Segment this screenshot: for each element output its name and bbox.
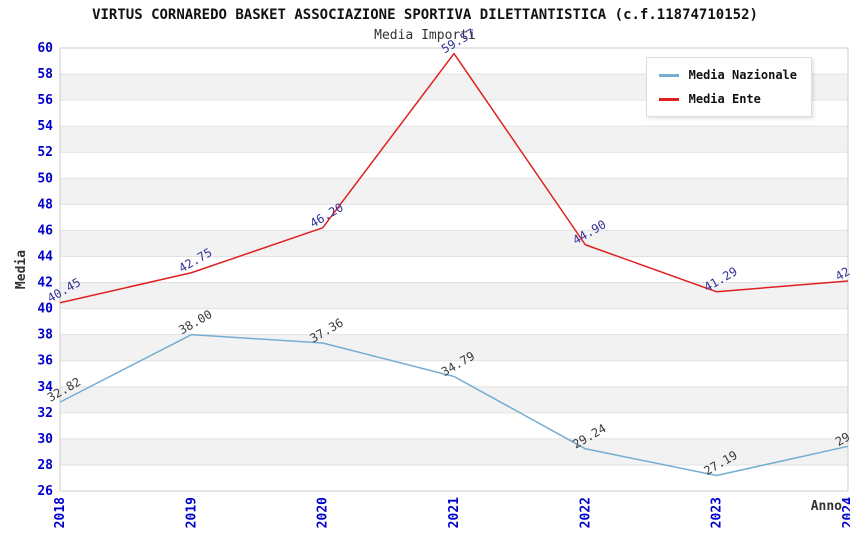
- x-tick-label: 2019: [184, 497, 199, 528]
- y-tick-label: 54: [37, 119, 53, 134]
- y-tick-label: 36: [37, 354, 53, 369]
- y-tick-label: 40: [37, 302, 53, 317]
- y-tick-label: 42: [37, 276, 53, 291]
- legend-swatch-media-nazionale-icon: [658, 73, 679, 77]
- y-tick-label: 44: [37, 249, 53, 264]
- plot-band: [60, 360, 848, 387]
- legend-item-media-ente: Media Ente: [658, 92, 797, 106]
- plot-band: [60, 438, 848, 465]
- plot-frame: [59, 47, 849, 492]
- plot-band: [60, 334, 848, 361]
- y-tick-label: 46: [37, 223, 53, 238]
- chart-subtitle: Media Importi: [374, 28, 476, 43]
- y-tick-label: 52: [37, 145, 53, 160]
- x-tick-label: 2022: [578, 497, 593, 528]
- x-tick-label: 2023: [710, 497, 725, 528]
- chart-title: VIRTUS CORNAREDO BASKET ASSOCIAZIONE SPO…: [92, 7, 758, 23]
- plot-band: [60, 308, 848, 335]
- y-tick-label: 30: [37, 432, 53, 447]
- y-tick-label: 26: [37, 484, 53, 499]
- legend: Media Nazionale Media Ente: [645, 57, 812, 117]
- x-tick-label: 2021: [447, 497, 462, 528]
- plot-band: [60, 178, 848, 205]
- plot-band: [60, 204, 848, 231]
- plot-band: [60, 282, 848, 309]
- y-tick-label: 48: [37, 197, 53, 212]
- y-tick-label: 28: [37, 458, 53, 473]
- y-tick-label: 32: [37, 406, 53, 421]
- plot-band: [60, 256, 848, 283]
- y-axis-title: Media: [14, 250, 29, 289]
- legend-swatch-media-ente-icon: [658, 97, 679, 101]
- series-line-media-ente: [59, 52, 849, 304]
- x-tick-label: 2020: [316, 497, 331, 528]
- y-tick-label: 34: [37, 380, 53, 395]
- y-tick-label: 58: [37, 67, 53, 82]
- plot-band: [60, 126, 848, 153]
- y-tick-label: 50: [37, 171, 53, 186]
- y-tick-label: 60: [37, 41, 53, 56]
- y-tick-label: 56: [37, 93, 53, 108]
- legend-item-media-nazionale: Media Nazionale: [658, 68, 797, 82]
- legend-label-media-ente: Media Ente: [688, 92, 761, 106]
- plot-band: [60, 386, 848, 413]
- series-line-media-nazionale: [59, 333, 849, 477]
- x-axis-title: Anno: [811, 499, 842, 514]
- plot-band: [60, 152, 848, 179]
- x-tick-label: 2024: [841, 497, 850, 528]
- plot-band: [60, 464, 848, 491]
- legend-label-media-nazionale: Media Nazionale: [688, 68, 797, 82]
- plot-band: [60, 230, 848, 257]
- plot-band: [60, 412, 848, 439]
- y-tick-label: 38: [37, 328, 53, 343]
- x-tick-label: 2018: [53, 497, 68, 528]
